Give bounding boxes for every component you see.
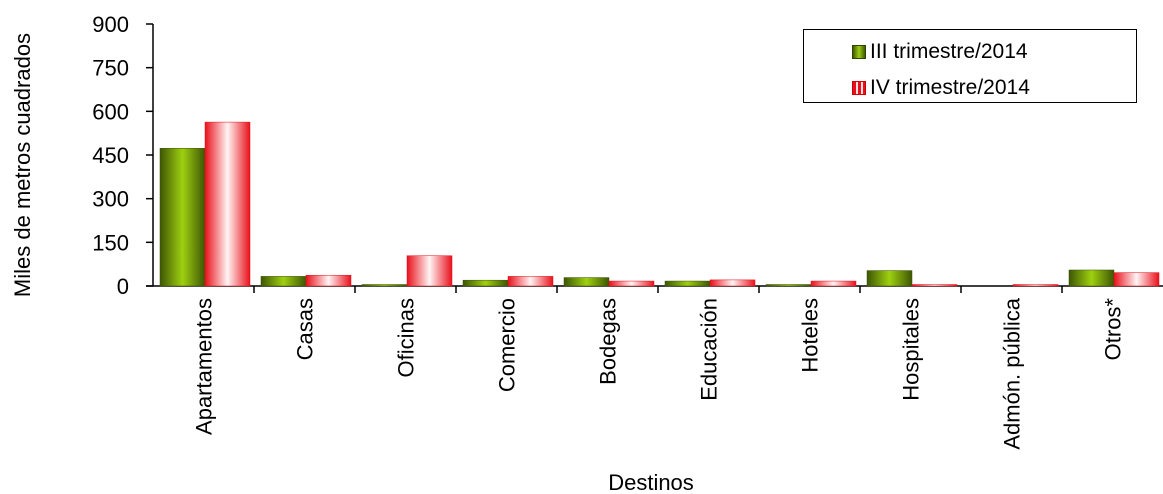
legend-label: IV trimestre/2014 — [870, 76, 1030, 99]
bar-iii-trimestre — [462, 279, 509, 287]
legend-item-series-1: III trimestre/2014 — [852, 40, 1028, 64]
y-tick-label: 0 — [117, 274, 129, 299]
bar-iii-trimestre — [159, 148, 206, 287]
legend-swatch-green — [852, 45, 866, 59]
legend-item-series-2: IV trimestre/2014 — [852, 76, 1030, 100]
x-tick-label: Admón. pública — [1000, 297, 1025, 449]
x-tick-label: Comercio — [495, 298, 520, 392]
bar-iii-trimestre — [260, 276, 307, 287]
x-tick-label: Educación — [697, 298, 722, 401]
y-tick-label: 300 — [92, 187, 129, 212]
bar-iv-trimestre — [810, 280, 857, 287]
bar-iii-trimestre — [563, 277, 610, 287]
x-tick-label: Apartamentos — [192, 298, 217, 435]
bar-iv-trimestre — [709, 279, 756, 287]
bar-iv-trimestre — [507, 276, 554, 287]
bar-iv-trimestre — [911, 284, 958, 287]
bar-iv-trimestre — [305, 274, 352, 287]
bar-iv-trimestre — [204, 121, 251, 287]
y-tick-label: 900 — [92, 12, 129, 37]
bar-iii-trimestre — [664, 280, 711, 287]
bar-iv-trimestre — [1113, 272, 1160, 287]
bar-iv-trimestre — [1012, 284, 1059, 287]
x-tick-label: Hoteles — [798, 298, 823, 373]
y-tick-label: 450 — [92, 143, 129, 168]
legend-swatch-red — [852, 81, 866, 95]
x-tick-label: Oficinas — [394, 298, 419, 377]
x-tick-label: Bodegas — [596, 298, 621, 385]
bar-iii-trimestre — [361, 284, 408, 287]
bar-iv-trimestre — [608, 280, 655, 287]
chart-legend: III trimestre/2014 IV trimestre/2014 — [803, 29, 1137, 103]
x-tick-label: Casas — [293, 298, 318, 360]
x-tick-label: Otros* — [1101, 298, 1126, 361]
bar-iii-trimestre — [765, 284, 812, 287]
bar-iii-trimestre — [1068, 269, 1115, 287]
x-axis-label: Destinos — [608, 470, 694, 494]
legend-label: III trimestre/2014 — [870, 40, 1028, 63]
y-tick-label: 150 — [92, 230, 129, 255]
y-tick-label: 600 — [92, 99, 129, 124]
y-axis-label: Miles de metros cuadrados — [10, 33, 35, 297]
y-tick-label: 750 — [92, 56, 129, 81]
bar-iii-trimestre — [866, 270, 913, 287]
bar-iv-trimestre — [406, 255, 453, 287]
x-tick-label: Hospitales — [899, 298, 924, 401]
